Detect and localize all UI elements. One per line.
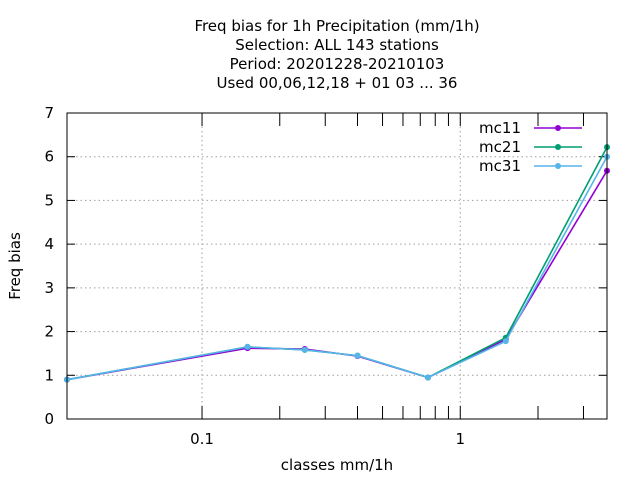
y-axis-label: Freq bias [6, 232, 24, 300]
legend-marker-mc11 [555, 125, 561, 131]
x-tick-label: 0.1 [190, 430, 214, 448]
y-tick-label: 6 [44, 148, 54, 166]
title-line-1: Freq bias for 1h Precipitation (mm/1h) [194, 17, 479, 35]
data-point-mc31 [301, 346, 308, 353]
series-line-mc31 [66, 156, 608, 381]
data-point-mc31 [425, 374, 432, 381]
title-line-4: Used 00,06,12,18 + 01 03 ... 36 [217, 74, 458, 92]
y-tick-label: 0 [44, 410, 54, 428]
y-tick-label: 5 [44, 191, 54, 209]
chart-title: Freq bias for 1h Precipitation (mm/1h)Se… [194, 17, 479, 92]
series-line-mc21 [66, 146, 608, 381]
legend-label-mc31: mc31 [479, 157, 521, 175]
data-point-mc31 [502, 338, 509, 345]
y-tick-label: 1 [44, 366, 54, 384]
y-tick-label: 7 [44, 104, 54, 122]
y-tick-label: 2 [44, 323, 54, 341]
y-tick-label: 3 [44, 279, 54, 297]
title-line-3: Period: 20201228-20210103 [230, 55, 445, 73]
y-tick-label: 4 [44, 235, 54, 253]
axis-ticks: 0 1 2 3 4 5 6 7 0.1 1 [44, 104, 607, 448]
plot-frame [66, 112, 608, 420]
legend-marker-mc21 [555, 144, 561, 150]
series-line-mc11 [66, 170, 608, 381]
grid-lines [67, 113, 607, 419]
x-axis-label: classes mm/1h [281, 456, 393, 474]
title-line-2: Selection: ALL 143 stations [235, 36, 439, 54]
data-point-mc31 [244, 343, 251, 350]
legend-label-mc21: mc21 [479, 138, 521, 156]
x-tick-label: 1 [455, 430, 465, 448]
series-lines [64, 144, 610, 383]
data-point-mc31 [354, 352, 361, 359]
legend-label-mc11: mc11 [479, 119, 521, 137]
legend-marker-mc31 [555, 163, 561, 169]
